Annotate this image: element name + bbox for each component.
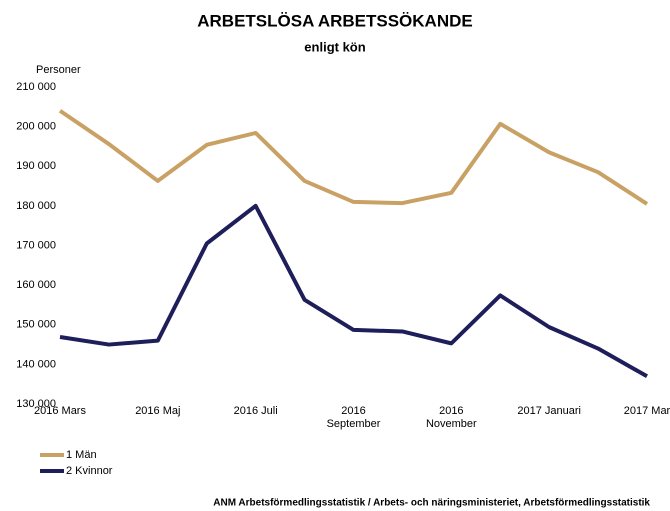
y-tick-label: 130 000 xyxy=(16,398,56,410)
footnote: ANM Arbetsförmedlingsstatistik / Arbets-… xyxy=(213,498,650,509)
series-line xyxy=(59,203,648,379)
series-line xyxy=(58,109,649,206)
y-tick-label: 180 000 xyxy=(16,200,56,212)
chart-subtitle: enligt kön xyxy=(304,39,365,54)
chart-title: ARBETSLÖSA ARBETSSÖKANDE xyxy=(197,11,472,30)
y-tick-label: 140 000 xyxy=(16,358,56,370)
y-tick-label: 160 000 xyxy=(16,279,56,291)
y-tick-label: 200 000 xyxy=(16,121,56,133)
y-tick-label: 170 000 xyxy=(16,239,56,251)
x-tick-label: 2017 Mar xyxy=(623,405,670,417)
x-tick-label: 2016 September xyxy=(326,405,381,430)
y-tick-label: 210 000 xyxy=(16,81,56,93)
x-tick-label: 2016 November xyxy=(425,405,477,430)
x-tick-label: 2016 Maj xyxy=(135,405,181,417)
y-tick-label: 190 000 xyxy=(16,160,56,172)
x-tick-label: 2016 Juli xyxy=(233,405,278,417)
y-tick-label: 150 000 xyxy=(16,319,56,331)
x-tick-label: 2017 Januari xyxy=(517,405,581,417)
legend-label: 1 Män xyxy=(66,449,97,461)
x-tick-label: 2016 Mars xyxy=(34,405,86,417)
legend-label: 2 Kvinnor xyxy=(66,465,113,477)
y-axis-label: Personer xyxy=(36,64,81,76)
